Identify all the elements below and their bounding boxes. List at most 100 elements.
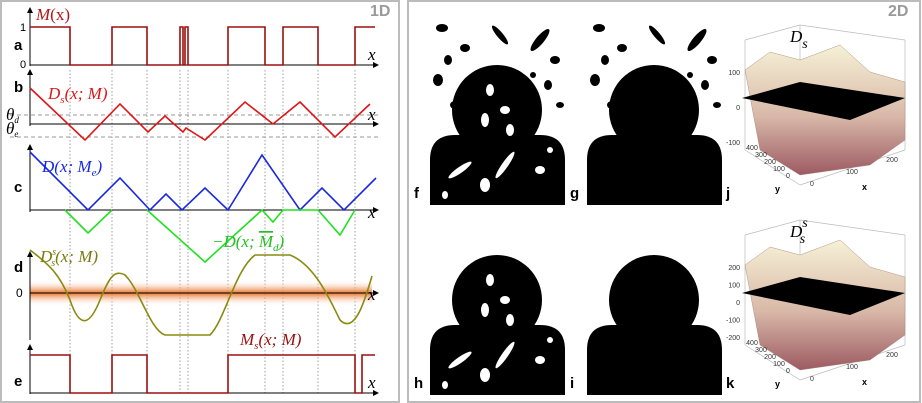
tick-label: 300 <box>755 347 767 354</box>
tick-label: 200 <box>728 265 740 272</box>
label: c <box>14 179 22 196</box>
label: x <box>367 105 376 124</box>
curve-label: Ds s(x; M) <box>39 247 98 269</box>
box-edge <box>799 219 906 236</box>
title-part: s <box>800 232 806 247</box>
label: D(x; M <box>41 157 92 176</box>
signal-m <box>30 26 375 66</box>
tick-label: 0 <box>810 181 814 188</box>
tick-label: 0 <box>810 376 814 383</box>
plot-title: Ds s <box>789 216 808 247</box>
label: M <box>239 330 255 349</box>
tick-label: 400 <box>746 145 758 152</box>
tick-label: 0 <box>736 300 740 307</box>
threshold-plane <box>742 82 905 120</box>
label: −D(x; <box>212 232 259 251</box>
tick-label: 100 <box>728 283 740 290</box>
label: a <box>14 37 23 54</box>
tick-label: 400 <box>746 340 758 347</box>
label: ) <box>278 232 285 251</box>
box-edge <box>744 24 801 41</box>
curve-neg <box>146 208 356 264</box>
label: g <box>570 185 579 202</box>
curve-label: M(x) <box>35 5 70 24</box>
box-edge <box>744 344 801 381</box>
label: d <box>14 115 19 125</box>
label: f <box>414 185 420 202</box>
label: 1 <box>20 22 26 34</box>
label: e <box>92 167 97 179</box>
curve-ds <box>29 87 371 142</box>
label: j <box>725 185 730 202</box>
signal-ms <box>30 354 375 394</box>
tick-label: 200 <box>764 159 776 166</box>
title-part: D <box>789 27 803 46</box>
label: M <box>35 5 51 24</box>
label: s <box>254 340 258 352</box>
label: (x; M) <box>258 330 301 349</box>
curve-label: D(x; Me) <box>41 157 102 179</box>
axis-label: x <box>862 377 867 387</box>
label: e <box>14 129 18 139</box>
box-edge <box>799 24 906 41</box>
label: s <box>60 94 64 106</box>
label: (x; M) <box>55 247 98 266</box>
plot-title: Ds <box>789 27 808 52</box>
tick-label: -100 <box>726 140 740 147</box>
tick-label: 200 <box>886 352 898 359</box>
label: 0 <box>20 59 26 71</box>
label: h <box>414 375 423 392</box>
label: s <box>52 247 56 258</box>
tick-label: 0 <box>786 173 790 180</box>
tick-label: 100 <box>728 70 740 77</box>
title-part: s <box>802 37 808 52</box>
panel-frame <box>0 0 400 403</box>
label: k <box>726 375 735 392</box>
curve-label: Ds(x; M) <box>47 84 108 106</box>
tick-label: -200 <box>726 335 740 342</box>
label: e <box>14 373 22 390</box>
axis-label: y <box>775 184 780 194</box>
box-edge <box>744 149 801 186</box>
label: D <box>47 84 61 103</box>
tick-label: 300 <box>755 152 767 159</box>
tick-label: 100 <box>846 169 858 176</box>
tick-label: 100 <box>846 364 858 371</box>
tick-label: 0 <box>786 368 790 375</box>
label: (x; M) <box>65 84 108 103</box>
text-shape: θe <box>6 119 18 139</box>
label: d <box>273 242 279 254</box>
curve-label: Ms(x; M) <box>239 330 302 352</box>
label: x <box>367 285 376 304</box>
tick-label: 200 <box>886 157 898 164</box>
axis-label: y <box>775 379 780 389</box>
label: s <box>51 258 55 269</box>
label: θ <box>6 105 14 124</box>
label: θ <box>6 119 14 138</box>
curve-dss <box>29 249 373 336</box>
curve-d <box>29 151 377 212</box>
label: d <box>14 259 23 276</box>
title-part: s <box>802 216 808 231</box>
tick-label: 100 <box>773 361 785 368</box>
tick-label: 200 <box>764 354 776 361</box>
label: x <box>367 373 376 392</box>
threshold-plane <box>742 277 905 315</box>
curve-label: −D(x; Md) <box>212 232 285 254</box>
box-edge <box>744 219 801 236</box>
tick-label: -100 <box>726 318 740 325</box>
label: b <box>14 79 23 96</box>
label: 0 <box>16 286 23 300</box>
badge: 2D <box>888 3 908 20</box>
label: x <box>367 203 376 222</box>
label: M <box>258 232 274 251</box>
title-part: D <box>789 222 803 241</box>
tick-label: 100 <box>773 166 785 173</box>
curve-neg <box>64 209 113 235</box>
label: (x) <box>50 5 70 24</box>
label: i <box>570 375 574 392</box>
